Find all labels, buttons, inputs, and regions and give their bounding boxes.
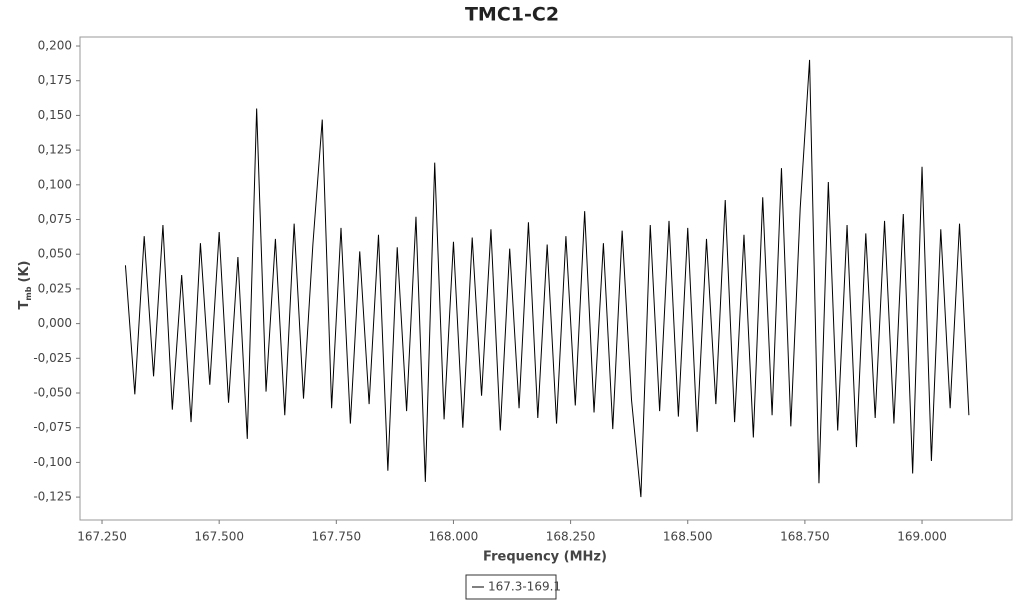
y-axis-label: Tmb (K) <box>17 261 33 310</box>
legend-label: 167.3-169.1 <box>488 580 561 594</box>
x-axis-label: Frequency (MHz) <box>483 550 607 565</box>
chart-title: TMC1-C2 <box>465 4 559 26</box>
y-tick-label: 0,150 <box>38 108 72 122</box>
x-tick-label: 169.000 <box>897 530 947 544</box>
x-tick-label: 168.500 <box>663 530 713 544</box>
y-tick-label: -0,100 <box>33 455 72 469</box>
y-tick-label: -0,025 <box>33 351 72 365</box>
series-line <box>124 59 970 498</box>
x-tick-label: 167.250 <box>77 530 127 544</box>
y-tick-label: 0,200 <box>38 39 72 53</box>
y-tick-label: -0,125 <box>33 490 72 504</box>
y-tick-label: 0,050 <box>38 247 72 261</box>
y-tick-label: -0,050 <box>33 386 72 400</box>
y-tick-label: 0,100 <box>38 177 72 191</box>
x-tick-label: 167.500 <box>194 530 244 544</box>
y-label-main: T <box>17 300 32 309</box>
y-label-unit: (K) <box>17 261 32 283</box>
plot-frame <box>79 36 1013 521</box>
x-tick-label: 168.250 <box>546 530 596 544</box>
x-tick-label: 168.750 <box>780 530 830 544</box>
y-tick-label: 0,075 <box>38 212 72 226</box>
y-tick-label: 0,175 <box>38 73 72 87</box>
y-tick-label: 0,125 <box>38 143 72 157</box>
x-tick-label: 168.000 <box>429 530 479 544</box>
y-tick-label: 0,000 <box>38 316 72 330</box>
x-tick-label: 167.750 <box>311 530 361 544</box>
y-tick-label: 0,025 <box>38 281 72 295</box>
y-label-sub: mb <box>24 286 33 300</box>
y-tick-label: -0,075 <box>33 420 72 434</box>
